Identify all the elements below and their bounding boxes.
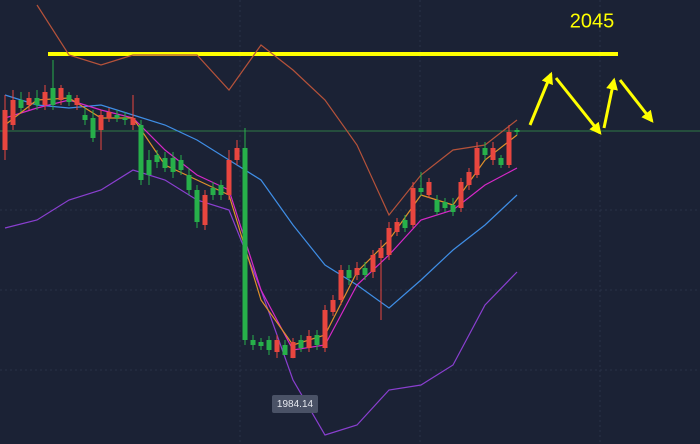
target-label: 2045 — [570, 10, 615, 32]
candle-body — [18, 100, 24, 108]
low-annotation: 1984.14 — [272, 395, 318, 413]
candle-body — [450, 205, 456, 212]
candle-body — [330, 300, 336, 312]
candle-body — [138, 125, 144, 180]
candle-body — [154, 155, 160, 162]
candle-body — [210, 188, 216, 195]
candle-body — [282, 345, 288, 355]
candle-body — [394, 222, 400, 232]
candle-body — [50, 88, 56, 105]
candle-body — [402, 220, 408, 228]
candle-body — [362, 268, 368, 275]
candle-body — [386, 228, 392, 255]
candle-body — [242, 148, 248, 340]
candle-body — [370, 255, 376, 272]
candle-body — [274, 340, 280, 352]
candle-body — [10, 100, 16, 125]
candle-body — [162, 158, 168, 168]
candle-body — [378, 248, 384, 258]
candle-body — [122, 118, 128, 120]
candle-body — [234, 148, 240, 160]
candle-body — [482, 148, 488, 155]
candle-body — [170, 158, 176, 172]
candle-body — [98, 115, 104, 130]
candle-body — [498, 158, 504, 165]
candle-body — [474, 148, 480, 175]
candle-body — [418, 188, 424, 192]
low-label-box — [272, 395, 318, 413]
candle-body — [298, 340, 304, 348]
candle-body — [442, 202, 448, 208]
candle-body — [410, 188, 416, 225]
candle-body — [66, 95, 72, 102]
plot-area: 2045 — [0, 4, 700, 436]
candle-body — [58, 88, 64, 100]
candle-body — [354, 268, 360, 275]
low-label: 1984.14 — [277, 399, 314, 410]
candle-body — [146, 160, 152, 175]
candle-body — [322, 310, 328, 348]
candle-body — [458, 182, 464, 208]
candle-body — [306, 336, 312, 348]
candle-body — [90, 118, 96, 138]
indicator-line — [4, 97, 518, 346]
candle-body — [130, 118, 136, 125]
candle-body — [434, 200, 440, 212]
candle-body — [178, 160, 184, 170]
candle-body — [266, 340, 272, 350]
projection-arrows — [528, 71, 654, 135]
candle-body — [338, 270, 344, 300]
candle-body — [194, 190, 200, 222]
candle-body — [490, 148, 496, 160]
candle-body — [514, 130, 520, 132]
candle-body — [114, 115, 120, 118]
candle-body — [106, 112, 112, 118]
candle-body — [2, 110, 8, 150]
candle-body — [74, 98, 80, 105]
candle-body — [258, 342, 264, 346]
indicator-line — [36, 4, 518, 217]
candle-body — [186, 175, 192, 190]
candle-body — [226, 160, 232, 195]
candle-body — [218, 185, 224, 195]
candle-body — [290, 342, 296, 358]
candle-body — [82, 115, 88, 120]
indicator-line — [4, 99, 518, 351]
candle-body — [314, 335, 320, 345]
candle-body — [506, 132, 512, 165]
candle-body — [34, 98, 40, 105]
candle-body — [26, 98, 32, 105]
candle-body — [426, 182, 432, 195]
indicator-line — [4, 94, 518, 309]
candle-body — [202, 195, 208, 225]
candle-body — [42, 92, 48, 105]
candle-body — [466, 172, 472, 185]
candle-body — [346, 270, 352, 278]
candle-body — [250, 340, 256, 345]
